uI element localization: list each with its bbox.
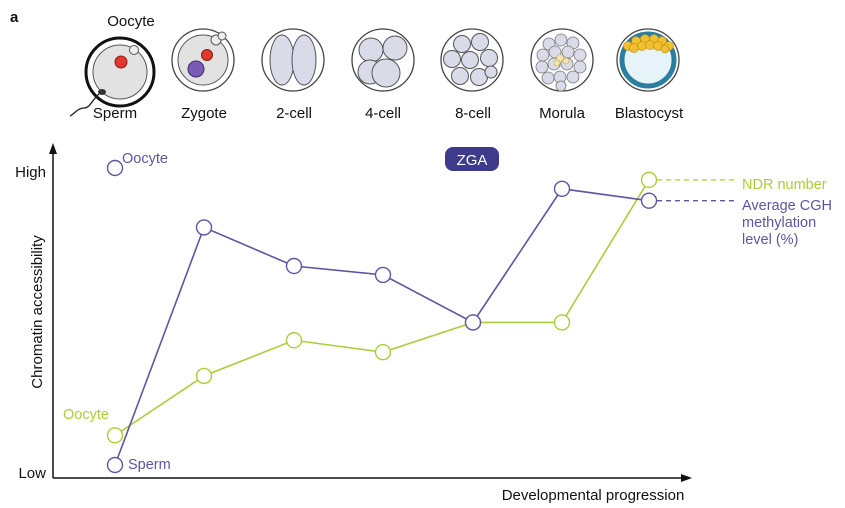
series-1-point-6 — [640, 171, 658, 189]
oocyte-cell-label: Oocyte — [107, 13, 155, 30]
eight-cell-icon — [440, 28, 504, 92]
legend: NDR number Average CGH methylation level… — [742, 177, 832, 248]
y-axis-label: Chromatin accessibility — [29, 235, 46, 389]
series-0-point-oocyte — [106, 159, 124, 177]
series-0-point-1 — [195, 219, 213, 236]
legend-cgh-label-line3: level (%) — [742, 232, 798, 248]
legend-cgh-label-line1: Average CGH — [742, 198, 832, 214]
legend-ndr-label: NDR number — [742, 177, 827, 193]
stage-icons: Oocyte — [69, 13, 680, 117]
stage-labels: Sperm Zygote 2-cell 4-cell 8-cell Morula Blast… — [93, 105, 684, 122]
oocyte-sperm-icon: Oocyte — [69, 13, 156, 117]
stage-label-1: Zygote — [181, 105, 227, 122]
y-tick-high: High — [15, 164, 46, 181]
series-0-point-2 — [285, 257, 303, 275]
zygote-icon — [171, 28, 235, 92]
four-cell-icon — [351, 28, 415, 92]
series-1-point-3 — [374, 343, 392, 361]
x-axis-label: Developmental progression — [502, 487, 685, 504]
series-layer — [106, 159, 738, 474]
y-axis-arrow — [49, 143, 57, 154]
purple-oocyte-label: Oocyte — [122, 151, 168, 167]
stage-label-5: Morula — [539, 105, 586, 122]
series-0-point-5 — [553, 180, 571, 197]
series-line-0 — [114, 187, 650, 466]
stage-label-4: 8-cell — [455, 105, 491, 122]
stage-label-0: Sperm — [93, 105, 137, 122]
legend-cgh-label-line2: methylation — [742, 215, 816, 231]
y-tick-low: Low — [18, 465, 46, 482]
series-1-point-1 — [195, 367, 213, 385]
chart: High Low Chromatin accessibility Develop… — [15, 143, 832, 504]
series-line-1 — [114, 179, 650, 436]
series-0-point-sperm — [106, 456, 124, 474]
series-1-point-5 — [553, 314, 571, 331]
zga-badge-bg — [445, 147, 499, 171]
zga-label: ZGA — [457, 152, 488, 169]
series-1-point-2 — [285, 332, 303, 349]
panel-label: a — [10, 9, 19, 26]
morula-icon — [530, 28, 594, 92]
two-cell-icon — [261, 28, 325, 92]
x-axis-arrow — [681, 474, 692, 482]
green-oocyte-label: Oocyte — [63, 407, 109, 423]
series-1-point-0 — [106, 427, 124, 444]
sperm-point-label: Sperm — [128, 457, 171, 473]
series-0-point-4 — [464, 314, 482, 331]
series-0-point-3 — [374, 266, 392, 284]
stage-label-3: 4-cell — [365, 105, 401, 122]
blastocyst-icon — [616, 28, 680, 92]
zga-badge: ZGA — [445, 147, 499, 171]
series-0-point-6 — [640, 192, 658, 209]
stage-label-6: Blastocyst — [615, 105, 684, 122]
stage-label-2: 2-cell — [276, 105, 312, 122]
